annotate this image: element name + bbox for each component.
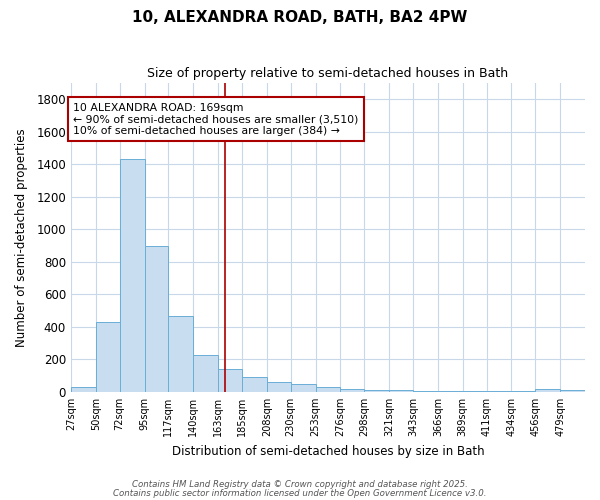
Bar <box>364 390 389 392</box>
Bar <box>535 390 560 392</box>
Bar <box>267 382 290 392</box>
Bar <box>413 390 438 392</box>
Bar <box>218 369 242 392</box>
Bar <box>389 390 413 392</box>
Bar <box>438 391 463 392</box>
Y-axis label: Number of semi-detached properties: Number of semi-detached properties <box>15 128 28 347</box>
Bar <box>316 387 340 392</box>
Bar <box>96 322 119 392</box>
Bar <box>290 384 316 392</box>
Text: Contains public sector information licensed under the Open Government Licence v3: Contains public sector information licen… <box>113 488 487 498</box>
Text: 10, ALEXANDRA ROAD, BATH, BA2 4PW: 10, ALEXANDRA ROAD, BATH, BA2 4PW <box>133 10 467 25</box>
Bar <box>487 391 511 392</box>
Text: 10 ALEXANDRA ROAD: 169sqm
← 90% of semi-detached houses are smaller (3,510)
10% : 10 ALEXANDRA ROAD: 169sqm ← 90% of semi-… <box>73 102 358 136</box>
Bar <box>560 390 585 392</box>
X-axis label: Distribution of semi-detached houses by size in Bath: Distribution of semi-detached houses by … <box>172 444 484 458</box>
Bar <box>193 356 218 392</box>
Bar <box>340 389 364 392</box>
Bar <box>169 316 193 392</box>
Bar <box>71 387 96 392</box>
Bar <box>511 391 535 392</box>
Title: Size of property relative to semi-detached houses in Bath: Size of property relative to semi-detach… <box>148 68 509 80</box>
Bar <box>242 378 267 392</box>
Bar <box>145 246 169 392</box>
Bar <box>119 160 145 392</box>
Bar <box>463 391 487 392</box>
Text: Contains HM Land Registry data © Crown copyright and database right 2025.: Contains HM Land Registry data © Crown c… <box>132 480 468 489</box>
